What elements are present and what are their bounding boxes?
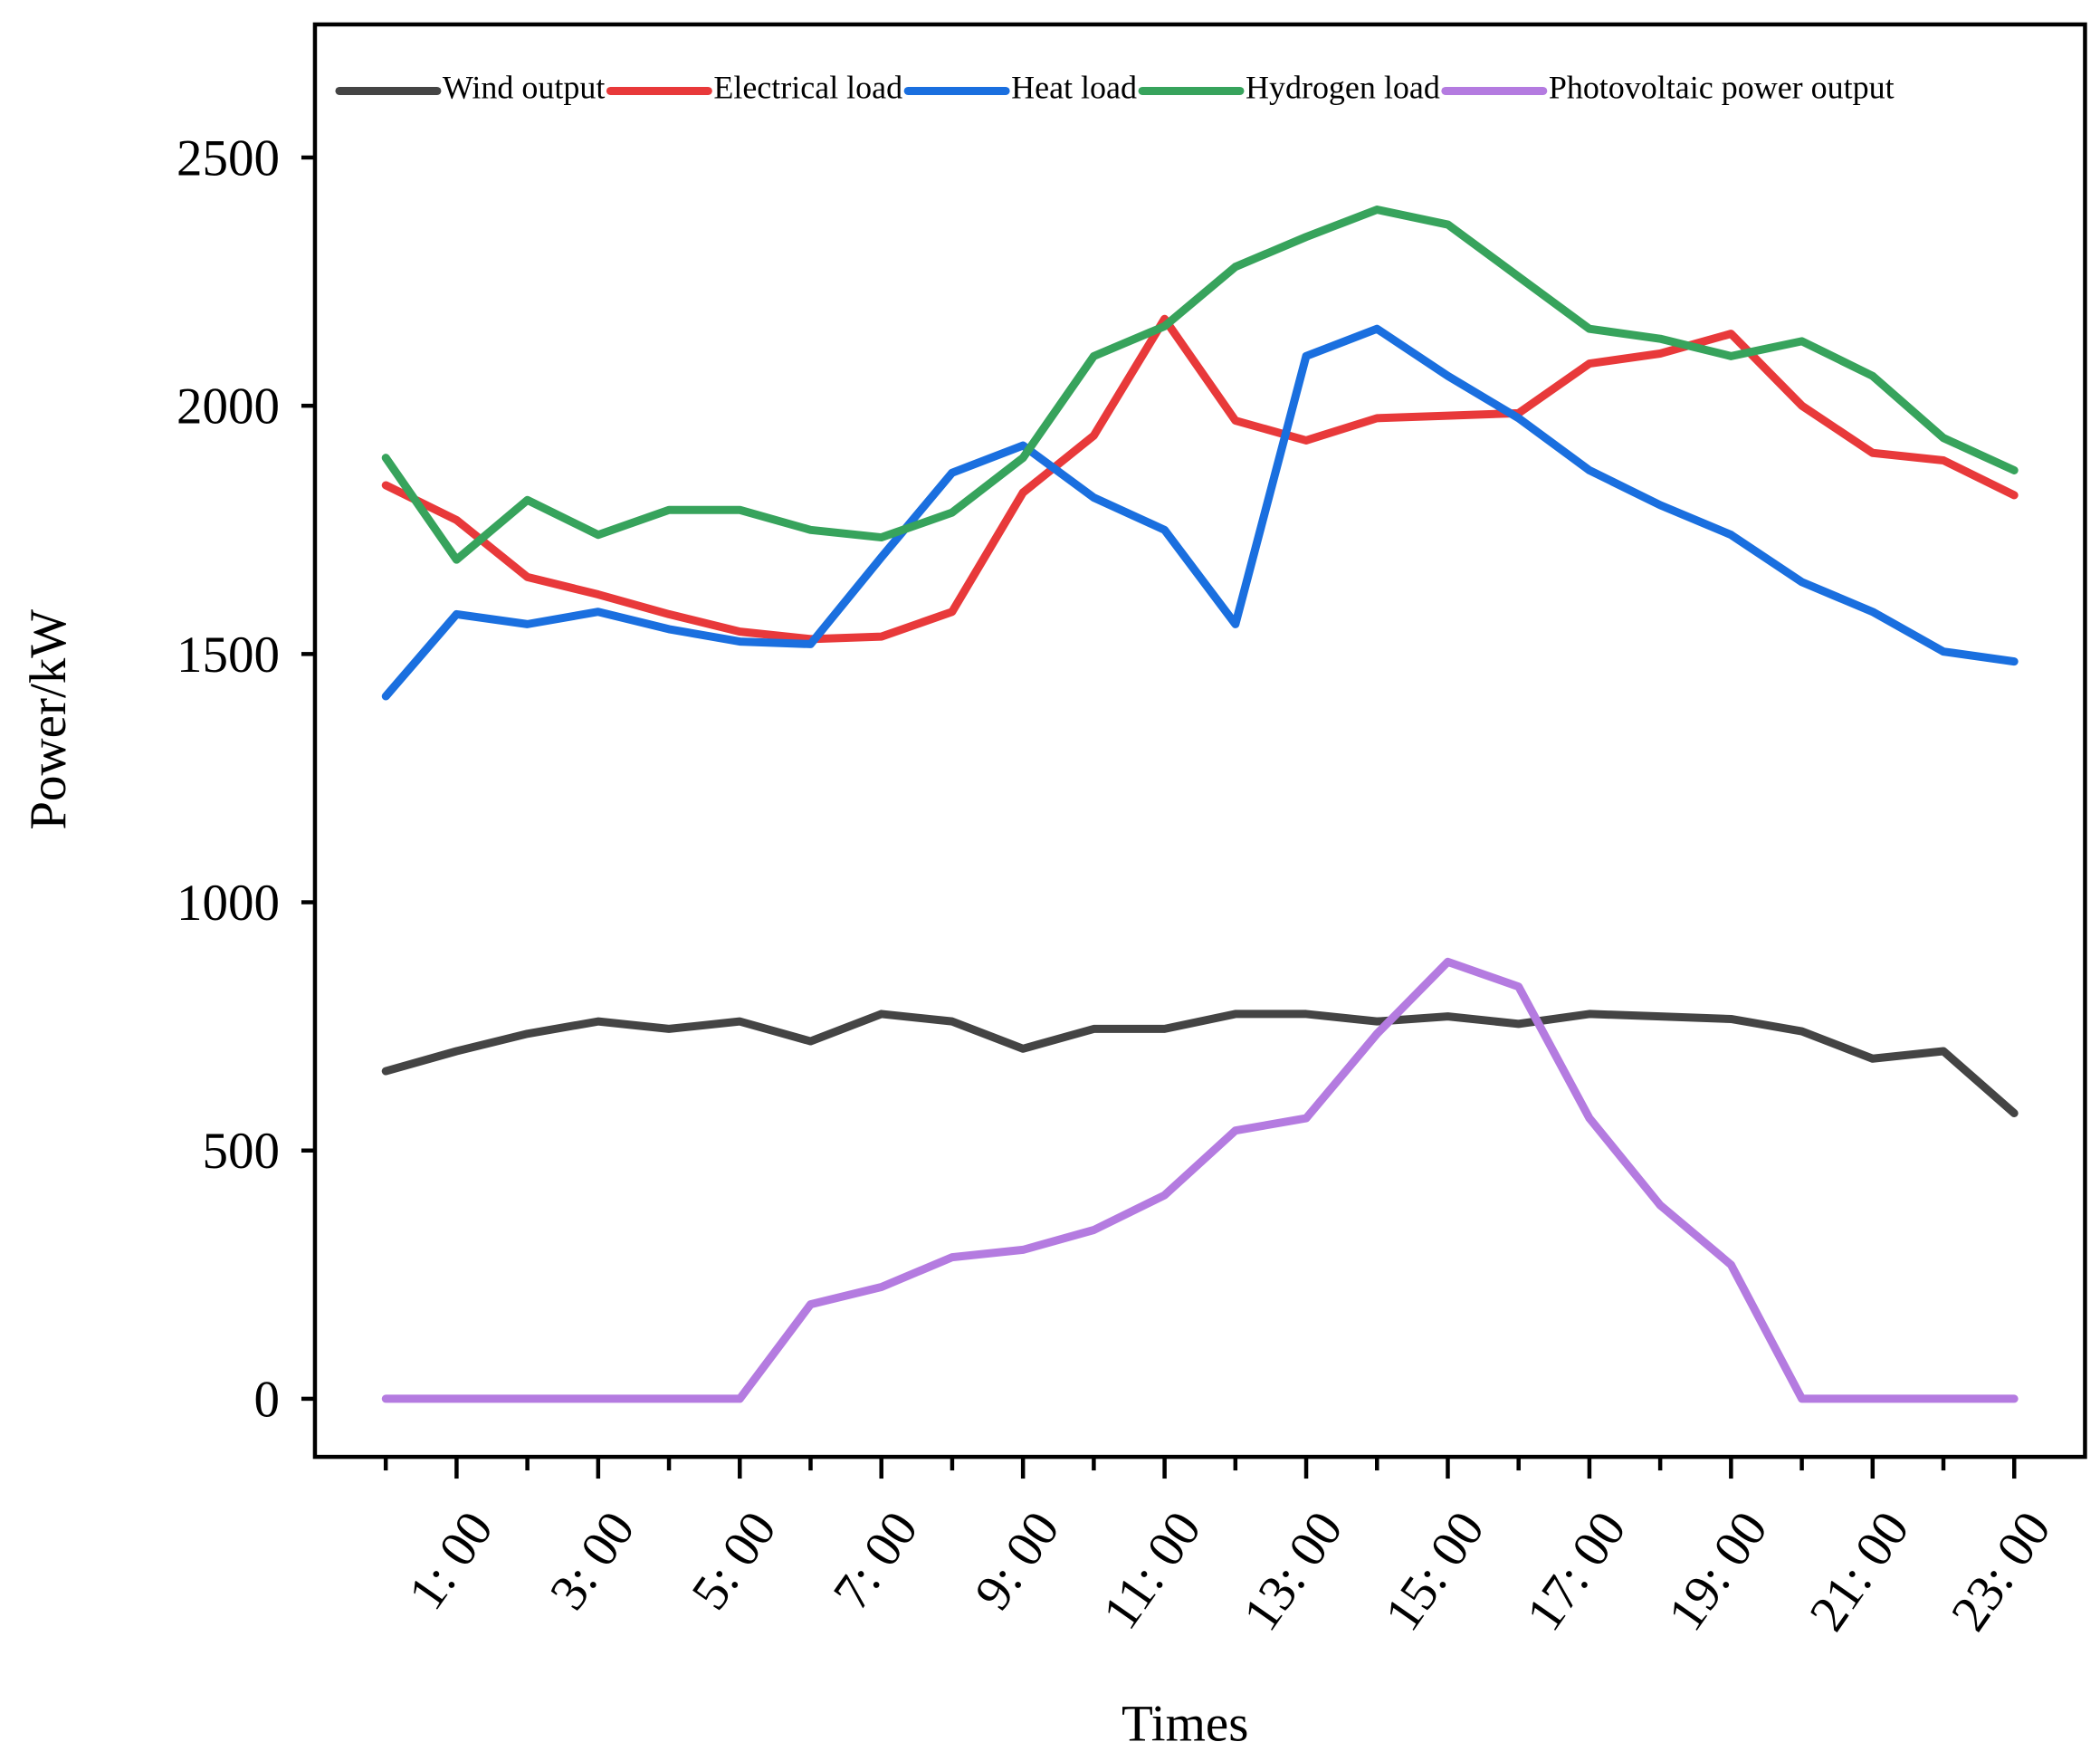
x-tick-label: 15: 00 (1374, 1501, 1495, 1641)
x-tick-label: 19: 00 (1657, 1501, 1779, 1641)
x-tick-label: 3: 00 (539, 1501, 646, 1620)
legend-label: Hydrogen load (1246, 70, 1440, 106)
y-tick-label: 0 (253, 1371, 279, 1428)
x-tick-label: 17: 00 (1515, 1501, 1637, 1641)
x-tick-label: 5: 00 (681, 1501, 788, 1620)
x-tick-label: 1: 00 (397, 1501, 504, 1620)
x-tick-label: 21: 00 (1799, 1501, 1920, 1641)
legend-label: Wind output (443, 70, 605, 106)
x-tick-label: 11: 00 (1092, 1501, 1212, 1639)
y-axis-title: Power/kW (20, 609, 77, 830)
series-line (381, 324, 2019, 701)
y-tick-label: 1000 (177, 875, 280, 932)
x-tick-label: 23: 00 (1941, 1501, 2062, 1641)
x-tick-label: 9: 00 (964, 1501, 1071, 1620)
legend-label: Photovoltaic power output (1549, 70, 1895, 106)
legend-label: Heat load (1011, 70, 1137, 106)
plot-frame (312, 22, 2087, 1460)
series-line (381, 206, 2019, 564)
y-tick-label: 500 (203, 1123, 280, 1180)
y-tick-label: 1500 (177, 627, 280, 684)
series-line (381, 957, 2019, 1403)
legend-label: Electrical load (713, 70, 902, 106)
x-tick-label: 13: 00 (1232, 1501, 1353, 1641)
y-tick-label: 2500 (177, 129, 280, 187)
series-line (381, 314, 2019, 644)
x-axis-title: Times (1122, 1696, 1248, 1753)
y-tick-label: 2000 (177, 378, 280, 435)
series-line (381, 1010, 2019, 1118)
x-tick-label: 7: 00 (822, 1501, 929, 1620)
